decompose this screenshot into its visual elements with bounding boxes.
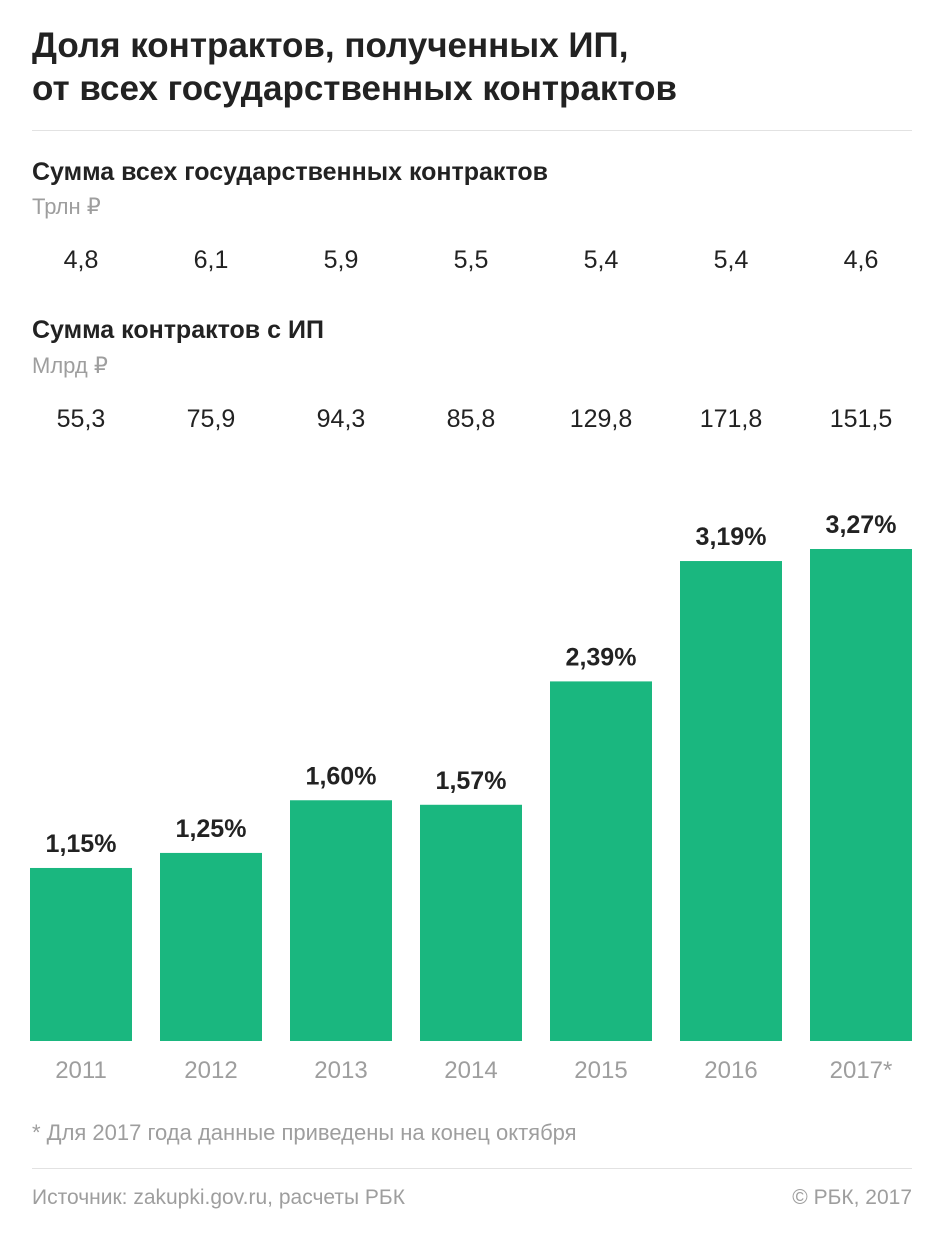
top-divider xyxy=(32,130,912,131)
bar-2011 xyxy=(30,867,132,1041)
x-tick-label: 2014 xyxy=(444,1057,497,1084)
ip-contracts-values: 55,3 75,9 94,3 85,8 129,8 171,8 151,5 xyxy=(0,405,945,439)
x-tick-label: 2012 xyxy=(184,1057,237,1084)
total-contracts-value: 5,4 xyxy=(583,246,619,274)
bar-2012 xyxy=(160,852,262,1041)
bar-2017 xyxy=(810,549,912,1041)
total-contracts-value: 4,8 xyxy=(63,246,99,274)
footnote: * Для 2017 года данные приведены на коне… xyxy=(32,1120,577,1145)
total-contracts-value: 5,4 xyxy=(713,246,749,274)
total-contracts-value: 6,1 xyxy=(193,246,229,274)
bar-2013 xyxy=(290,800,392,1041)
x-tick-label: 2016 xyxy=(704,1057,757,1084)
page-title-line-1: Доля контрактов, полученных ИП, xyxy=(32,26,629,65)
bar-value-label: 3,19% xyxy=(696,523,767,551)
copyright: © РБК, 2017 xyxy=(792,1186,912,1209)
total-contracts-values: 4,8 6,1 5,9 5,5 5,4 5,4 4,6 xyxy=(0,246,945,280)
bar-value-label: 1,25% xyxy=(176,815,247,843)
bottom-divider xyxy=(32,1168,912,1169)
bar-value-label: 1,57% xyxy=(436,767,507,795)
bar-value-label: 2,39% xyxy=(566,643,637,671)
ip-contracts-value: 75,9 xyxy=(186,405,236,433)
ip-contracts-value: 94,3 xyxy=(316,405,366,433)
ip-contracts-value: 129,8 xyxy=(569,405,633,433)
bar-2014 xyxy=(420,804,522,1041)
ip-contracts-value: 151,5 xyxy=(829,405,893,433)
source-note: Источник: zakupki.gov.ru, расчеты РБК xyxy=(32,1186,405,1209)
bar-value-label: 1,15% xyxy=(46,830,117,858)
bar-value-label: 1,60% xyxy=(306,762,377,790)
total-contracts-value: 5,5 xyxy=(453,246,489,274)
bar-2016 xyxy=(680,561,782,1041)
x-tick-label: 2013 xyxy=(314,1057,367,1084)
total-contracts-value: 4,6 xyxy=(843,246,879,274)
page-title-line-2: от всех государственных контрактов xyxy=(32,69,677,108)
x-tick-label: 2015 xyxy=(574,1057,627,1084)
total-contracts-title: Сумма всех государственных контрактов xyxy=(32,158,548,186)
x-tick-label: 2011 xyxy=(55,1057,107,1084)
ip-contracts-unit: Млрд ₽ xyxy=(32,353,108,378)
ip-contracts-value: 55,3 xyxy=(56,405,106,433)
bar-value-label: 3,27% xyxy=(826,511,897,539)
ip-contracts-title: Сумма контрактов с ИП xyxy=(32,316,324,344)
x-tick-label: 2017* xyxy=(830,1057,893,1084)
bar-2015 xyxy=(550,681,652,1041)
total-contracts-unit: Трлн ₽ xyxy=(32,194,101,219)
page-title: Доля контрактов, полученных ИП, от всех … xyxy=(32,24,912,110)
total-contracts-value: 5,9 xyxy=(323,246,359,274)
ip-contracts-value: 85,8 xyxy=(446,405,496,433)
ip-contracts-value: 171,8 xyxy=(699,405,763,433)
ip-share-bar-chart: 1,15% 2011 1,25% 2012 1,60% 2013 1,57% 2014 2,39… xyxy=(30,511,912,1084)
